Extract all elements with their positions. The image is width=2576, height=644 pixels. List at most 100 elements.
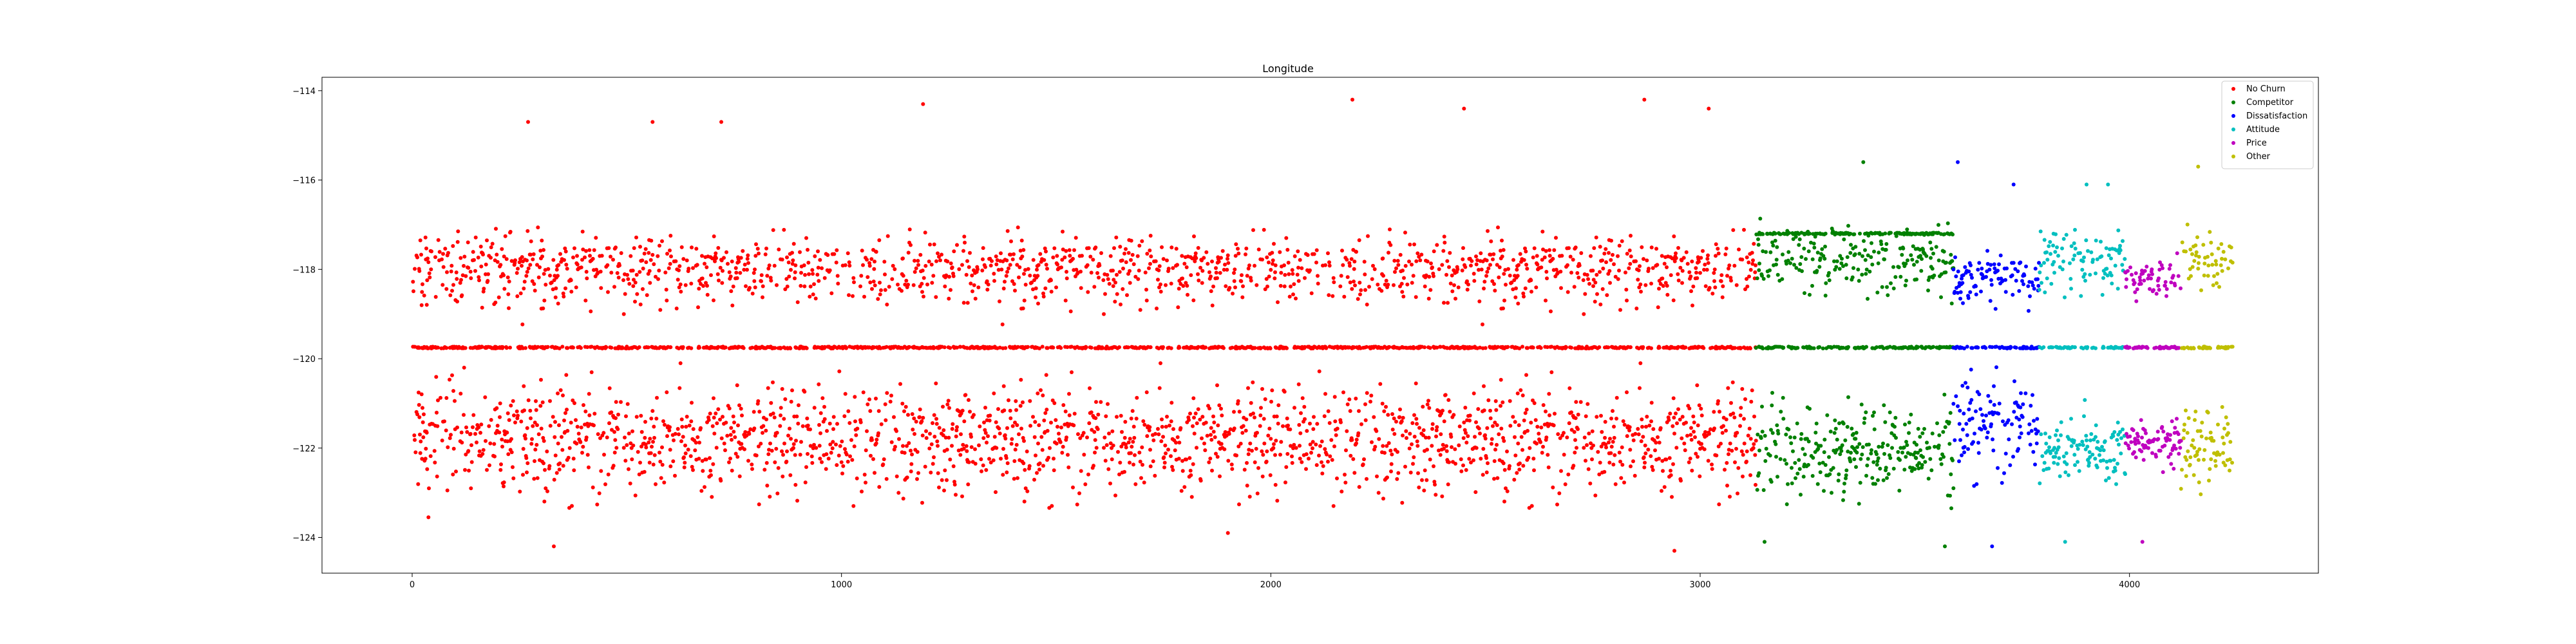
point-no-churn: [1137, 450, 1142, 455]
point-no-churn: [1428, 288, 1433, 292]
point-no-churn: [1169, 419, 1173, 424]
point-no-churn: [1209, 274, 1213, 279]
point-no-churn: [1488, 416, 1493, 421]
point-no-churn: [571, 345, 575, 350]
point-no-churn: [1645, 415, 1649, 419]
point-no-churn: [1453, 447, 1457, 451]
point-no-churn: [897, 437, 901, 441]
point-competitor: [1795, 471, 1800, 476]
point-no-churn: [637, 472, 641, 477]
point-no-churn: [647, 251, 651, 255]
point-no-churn: [763, 252, 768, 256]
point-no-churn: [804, 465, 808, 469]
point-no-churn: [428, 454, 433, 459]
point-no-churn: [1263, 397, 1267, 401]
point-no-churn: [1491, 257, 1495, 261]
point-no-churn: [495, 252, 499, 257]
point-competitor: [1902, 468, 1907, 472]
point-no-churn: [1012, 459, 1017, 463]
point-no-churn: [1193, 251, 1198, 256]
point-no-churn: [834, 260, 838, 265]
point-no-churn: [922, 294, 925, 299]
point-no-churn: [1126, 440, 1131, 444]
point-no-churn: [1271, 258, 1275, 263]
point-competitor: [1783, 458, 1787, 462]
point-no-churn: [1417, 485, 1421, 489]
point-no-churn: [1192, 415, 1196, 420]
point-no-churn: [1236, 399, 1240, 403]
point-no-churn: [969, 281, 973, 286]
point-no-churn: [1326, 409, 1331, 413]
point-no-churn: [876, 431, 880, 435]
point-no-churn: [862, 294, 866, 299]
point-no-churn: [1410, 421, 1415, 425]
point-no-churn: [589, 370, 594, 374]
point-no-churn: [623, 292, 627, 296]
point-no-churn: [1057, 431, 1061, 436]
point-no-churn: [811, 272, 815, 276]
point-no-churn: [1161, 435, 1165, 439]
point-no-churn: [1365, 391, 1369, 395]
point-competitor: [1757, 448, 1761, 453]
point-no-churn: [834, 442, 838, 447]
point-no-churn: [1465, 287, 1470, 292]
point-no-churn: [649, 238, 654, 243]
point-no-churn: [1170, 401, 1174, 405]
point-no-churn: [459, 430, 464, 435]
point-no-churn: [1365, 345, 1368, 349]
point-no-churn: [1414, 417, 1419, 421]
point-competitor: [1781, 395, 1785, 400]
point-no-churn: [697, 345, 701, 350]
point-no-churn: [1036, 441, 1040, 446]
point-no-churn: [735, 455, 740, 459]
point-no-churn: [1031, 287, 1035, 292]
point-no-churn: [440, 257, 444, 261]
point-no-churn: [1214, 266, 1218, 270]
point-no-churn: [652, 435, 656, 440]
point-no-churn: [605, 435, 609, 440]
point-no-churn: [810, 460, 815, 465]
point-no-churn: [1481, 322, 1484, 327]
point-no-churn: [1524, 263, 1528, 267]
point-competitor: [1889, 431, 1894, 435]
point-no-churn: [928, 242, 932, 247]
point-no-churn: [1483, 437, 1488, 440]
point-no-churn: [1616, 254, 1620, 258]
point-no-churn: [1546, 465, 1551, 469]
point-no-churn: [1440, 263, 1444, 267]
point-no-churn: [984, 468, 989, 472]
point-no-churn: [769, 401, 773, 405]
point-competitor: [1875, 462, 1879, 467]
point-no-churn: [732, 430, 736, 434]
point-no-churn: [441, 265, 446, 269]
point-no-churn: [1008, 263, 1012, 267]
point-no-churn: [1242, 468, 1247, 472]
point-competitor: [1891, 286, 1896, 290]
point-no-churn: [1636, 427, 1640, 431]
point-no-churn: [1157, 432, 1161, 437]
point-no-churn: [544, 486, 548, 491]
point-competitor: [1910, 258, 1915, 262]
point-no-churn: [1271, 446, 1276, 450]
point-no-churn: [994, 262, 999, 267]
point-no-churn: [810, 454, 814, 459]
point-no-churn: [1022, 439, 1026, 443]
point-no-churn: [1200, 269, 1205, 273]
point-no-churn: [960, 494, 964, 498]
point-no-churn: [1144, 298, 1149, 303]
point-no-churn: [1597, 345, 1602, 350]
point-competitor: [1886, 472, 1891, 477]
point-competitor: [1836, 478, 1841, 483]
point-no-churn: [1685, 433, 1689, 438]
point-no-churn: [1302, 404, 1307, 409]
point-no-churn: [444, 396, 449, 400]
point-no-churn: [1222, 346, 1226, 350]
point-dissatisfaction: [1958, 438, 1962, 442]
point-no-churn: [855, 426, 860, 431]
point-no-churn: [538, 404, 543, 408]
point-no-churn: [923, 464, 927, 469]
point-no-churn: [1562, 453, 1566, 457]
point-no-churn: [1398, 252, 1403, 257]
point-no-churn: [633, 280, 638, 285]
point-competitor: [1877, 251, 1881, 255]
